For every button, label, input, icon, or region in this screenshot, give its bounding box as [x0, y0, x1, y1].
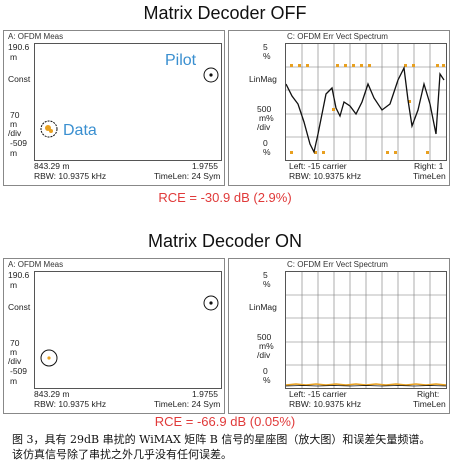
bottom-constellation-panel: A: OFDM Meas 190.6 m Const 70 m /div -50…: [3, 258, 225, 414]
bottom-constellation-yscale-unit1: m: [10, 347, 18, 357]
top-spectrum-ymid: LinMag: [249, 74, 277, 84]
top-constellation-panel: A: OFDM Meas 190.6 m Const 70 m /div -50…: [3, 30, 225, 186]
bottom-constellation-yscale: 70: [10, 338, 20, 348]
bottom-constellation-xright: 1.9755: [192, 389, 218, 399]
top-constellation-ymid: Const: [8, 74, 31, 84]
top-spectrum-yscale: 500: [257, 104, 272, 114]
top-constellation-yscale-unit1: m: [10, 119, 18, 129]
top-spectrum-yscale-unit1: m%: [259, 113, 274, 123]
top-constellation-xleft: 843.29 m: [34, 161, 70, 171]
top-constellation-xright: 1.9755: [192, 161, 218, 171]
top-rce-value: RCE = -30.9 dB (2.9%): [158, 190, 292, 205]
bottom-spectrum-ytop: 5: [263, 270, 268, 280]
top-constellation-yscale: 70: [10, 110, 20, 120]
top-spectrum-plot: [285, 43, 447, 161]
figure-caption: 图 3，具有 29dB 串扰的 WiMAX 矩阵 B 信号的星座图（放大图）和误…: [12, 432, 442, 462]
top-pilot-point: [209, 73, 213, 77]
bottom-spectrum-panel: C: OFDM Err Vect Spectrum 5 % LinMag 500…: [228, 258, 450, 414]
bottom-spectrum-trace: [286, 383, 446, 386]
bottom-pilot-point: [209, 301, 213, 305]
bottom-spectrum-yscale-unit2: /div: [257, 350, 271, 360]
top-constellation-ybottom: -509: [10, 138, 28, 148]
bottom-spectrum-svg: [286, 272, 446, 388]
bottom-constellation-rbw: RBW: 10.9375 kHz: [34, 399, 107, 409]
top-spectrum-title: C: OFDM Err Vect Spectrum: [287, 32, 388, 41]
caption-line-2: 该仿真信号除了串扰之外几乎没有任何误差。: [12, 448, 232, 461]
bottom-constellation-yscale-unit2: /div: [8, 356, 22, 366]
bottom-spectrum-ybottom-unit: %: [263, 375, 271, 385]
top-constellation-yscale-unit2: /div: [8, 128, 22, 138]
bottom-spectrum-trace-dark: [286, 385, 446, 387]
bottom-section-title: Matrix Decoder ON: [147, 231, 303, 251]
top-section-title: Matrix Decoder OFF: [143, 3, 307, 23]
bottom-data-point: [47, 356, 51, 360]
top-constellation-title: A: OFDM Meas: [8, 32, 64, 41]
bottom-constellation-plot: [34, 271, 222, 389]
top-pilot-circle: [203, 67, 219, 83]
bottom-spectrum-timelen: TimeLen: [413, 399, 446, 409]
bottom-spectrum-yscale-unit1: m%: [259, 341, 274, 351]
bottom-constellation-ybottom: -509: [10, 366, 28, 376]
top-constellation-timelen: TimeLen: 24 Sym: [154, 171, 221, 181]
top-spectrum-panel: C: OFDM Err Vect Spectrum 5 % LinMag 500…: [228, 30, 450, 186]
bottom-spectrum-xright: Right:: [417, 389, 440, 399]
top-spectrum-xleft: Left: -15 carrier: [289, 161, 347, 171]
top-spectrum-markers: [290, 64, 445, 154]
bottom-constellation-title: A: OFDM Meas: [8, 260, 64, 269]
top-spectrum-timelen: TimeLen: [413, 171, 446, 181]
bottom-constellation-ymid: Const: [8, 302, 31, 312]
bottom-spectrum-yscale: 500: [257, 332, 272, 342]
top-constellation-plot: Pilot Data: [34, 43, 222, 161]
top-data-circle: [40, 120, 58, 138]
caption-line-1: 图 3，具有 29dB 串扰的 WiMAX 矩阵 B 信号的星座图（放大图）和误…: [12, 433, 431, 446]
top-data-cluster: [45, 125, 51, 131]
top-spectrum-xright: Right: 1: [414, 161, 444, 171]
top-constellation-ybottom-unit: m: [10, 148, 18, 158]
bottom-constellation-ybottom-unit: m: [10, 376, 18, 386]
top-constellation-ytop-unit: m: [10, 52, 18, 62]
bottom-spectrum-ytop-unit: %: [263, 279, 271, 289]
bottom-spectrum-rbw: RBW: 10.9375 kHz: [289, 399, 362, 409]
top-spectrum-rbw: RBW: 10.9375 kHz: [289, 171, 362, 181]
bottom-spectrum-ybottom: 0: [263, 366, 268, 376]
bottom-spectrum-plot: [285, 271, 447, 389]
bottom-spectrum-grid: [286, 272, 446, 388]
top-pilot-label: Pilot: [165, 52, 197, 69]
bottom-constellation-ytop-unit: m: [10, 280, 18, 290]
top-data-cluster-b: [49, 129, 53, 133]
top-constellation-rbw: RBW: 10.9375 kHz: [34, 171, 107, 181]
top-spectrum-trace: [286, 65, 445, 154]
top-spectrum-grid: [286, 44, 446, 160]
top-constellation-svg: [40, 67, 219, 138]
bottom-spectrum-title: C: OFDM Err Vect Spectrum: [287, 260, 388, 269]
bottom-spectrum-xleft: Left: -15 carrier: [289, 389, 347, 399]
top-data-label: Data: [63, 122, 97, 139]
top-spectrum-ytop: 5: [263, 42, 268, 52]
bottom-constellation-timelen: TimeLen: 24 Sym: [154, 399, 221, 409]
top-spectrum-ybottom: 0: [263, 138, 268, 148]
bottom-constellation-svg: [40, 295, 219, 367]
bottom-rce-value: RCE = -66.9 dB (0.05%): [154, 414, 296, 429]
top-constellation-ytop: 190.6: [8, 42, 30, 52]
bottom-pilot-circle: [203, 295, 219, 311]
top-spectrum-ybottom-unit: %: [263, 147, 271, 157]
top-spectrum-svg: [286, 44, 446, 160]
bottom-data-circle: [40, 349, 58, 367]
bottom-spectrum-ymid: LinMag: [249, 302, 277, 312]
bottom-constellation-ytop: 190.6: [8, 270, 30, 280]
bottom-constellation-xleft: 843.29 m: [34, 389, 70, 399]
top-spectrum-yscale-unit2: /div: [257, 122, 271, 132]
top-spectrum-ytop-unit: %: [263, 51, 271, 61]
